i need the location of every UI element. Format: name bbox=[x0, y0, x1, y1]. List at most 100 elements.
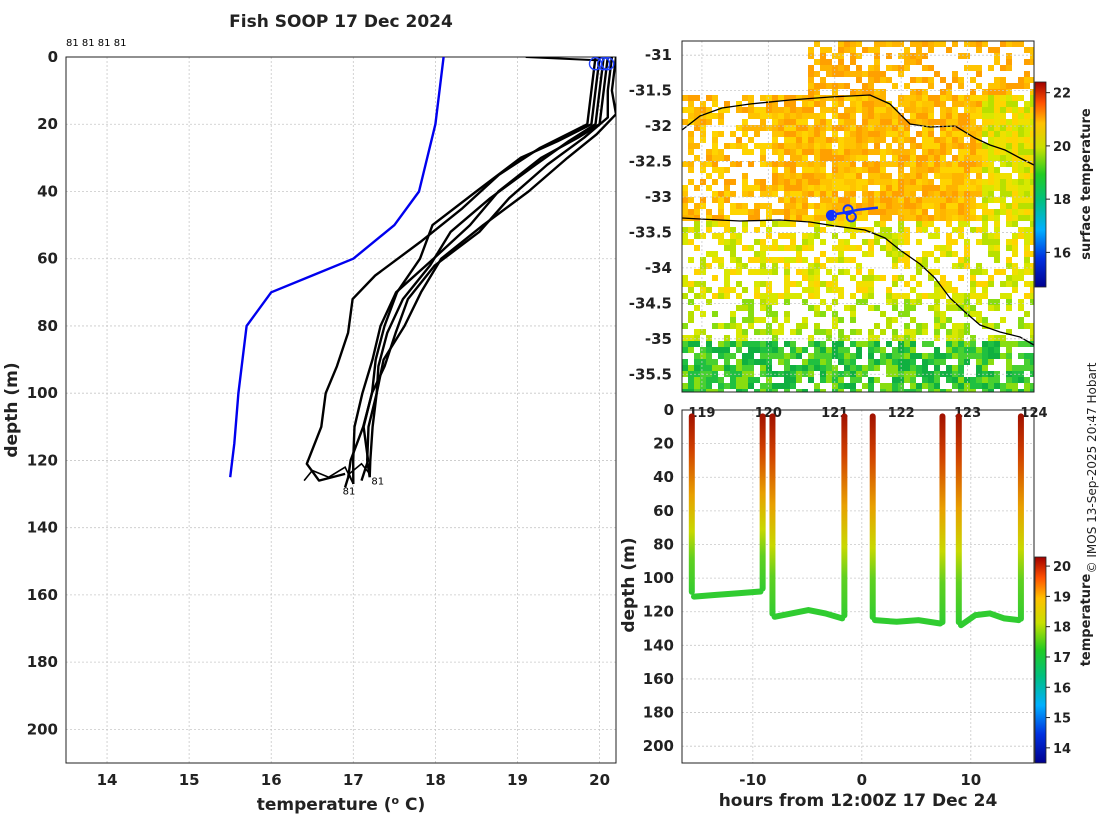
map-pixel bbox=[844, 95, 850, 101]
map-pixel bbox=[850, 305, 856, 311]
map-pixel bbox=[760, 359, 766, 365]
map-pixel bbox=[736, 161, 742, 167]
map-pixel bbox=[952, 353, 958, 359]
map-pixel bbox=[994, 269, 1000, 275]
map-pixel bbox=[760, 245, 766, 251]
map-pixel bbox=[814, 293, 820, 299]
map-pixel bbox=[994, 299, 1000, 305]
section-x-axis-label: hours from 12:00Z 17 Dec 24 bbox=[719, 791, 998, 811]
map-x-tick-label: 122 bbox=[888, 406, 915, 421]
map-pixel bbox=[886, 341, 892, 347]
map-pixel bbox=[844, 269, 850, 275]
map-pixel bbox=[886, 113, 892, 119]
map-pixel bbox=[1000, 155, 1006, 161]
map-pixel bbox=[910, 365, 916, 371]
map-pixel bbox=[748, 341, 754, 347]
map-pixel bbox=[802, 245, 808, 251]
map-pixel bbox=[682, 203, 688, 209]
map-pixel bbox=[934, 335, 940, 341]
map-pixel bbox=[976, 83, 982, 89]
map-pixel bbox=[802, 203, 808, 209]
map-pixel bbox=[736, 389, 742, 392]
map-pixel bbox=[1024, 155, 1030, 161]
map-pixel bbox=[682, 389, 688, 392]
map-pixel bbox=[892, 119, 898, 125]
map-pixel bbox=[808, 215, 814, 221]
map-pixel bbox=[1024, 59, 1030, 65]
map-pixel bbox=[916, 107, 922, 113]
map-pixel bbox=[820, 167, 826, 173]
map-pixel bbox=[1006, 125, 1012, 131]
map-pixel bbox=[730, 341, 736, 347]
map-pixel bbox=[772, 173, 778, 179]
map-pixel bbox=[904, 149, 910, 155]
map-pixel bbox=[946, 47, 952, 53]
map-pixel bbox=[868, 149, 874, 155]
map-pixel bbox=[1024, 71, 1030, 77]
map-pixel bbox=[904, 53, 910, 59]
map-axes-box bbox=[681, 40, 1035, 393]
map-pixel bbox=[682, 191, 688, 197]
map-pixel bbox=[1012, 143, 1018, 149]
map-pixel bbox=[994, 371, 1000, 377]
map-pixel bbox=[964, 323, 970, 329]
map-pixel bbox=[976, 311, 982, 317]
map-pixel bbox=[952, 125, 958, 131]
map-pixel bbox=[814, 125, 820, 131]
map-pixel bbox=[1012, 215, 1018, 221]
map-pixel bbox=[910, 77, 916, 83]
map-pixel bbox=[1000, 65, 1006, 71]
map-pixel bbox=[772, 335, 778, 341]
map-pixel bbox=[1000, 161, 1006, 167]
map-pixel bbox=[682, 347, 688, 353]
map-pixel bbox=[802, 131, 808, 137]
map-pixel bbox=[718, 215, 724, 221]
map-pixel bbox=[880, 191, 886, 197]
map-pixel bbox=[952, 119, 958, 125]
map-pixel bbox=[994, 143, 1000, 149]
map-pixel bbox=[970, 215, 976, 221]
map-pixel bbox=[1012, 149, 1018, 155]
map-pixel bbox=[868, 251, 874, 257]
map-pixel bbox=[826, 347, 832, 353]
map-pixel bbox=[700, 263, 706, 269]
map-pixel bbox=[946, 329, 952, 335]
map-pixel bbox=[934, 377, 940, 383]
map-pixel bbox=[940, 137, 946, 143]
map-pixel bbox=[934, 161, 940, 167]
map-pixel bbox=[1024, 149, 1030, 155]
map-pixel bbox=[874, 47, 880, 53]
map-pixel bbox=[976, 359, 982, 365]
map-pixel bbox=[952, 185, 958, 191]
map-pixel bbox=[922, 341, 928, 347]
map-pixel bbox=[874, 239, 880, 245]
map-pixel bbox=[802, 149, 808, 155]
map-pixel bbox=[760, 95, 766, 101]
map-pixel bbox=[832, 233, 838, 239]
map-pixel bbox=[886, 131, 892, 137]
map-pixel bbox=[694, 215, 700, 221]
map-pixel bbox=[964, 377, 970, 383]
map-pixel bbox=[964, 251, 970, 257]
map-pixel bbox=[820, 149, 826, 155]
map-pixel bbox=[1030, 281, 1034, 287]
map-pixel bbox=[712, 257, 718, 263]
map-pixel bbox=[958, 335, 964, 341]
map-pixel bbox=[970, 89, 976, 95]
map-pixel bbox=[736, 137, 742, 143]
map-pixel bbox=[880, 107, 886, 113]
map-pixel bbox=[838, 317, 844, 323]
map-pixel bbox=[934, 389, 940, 392]
map-pixel bbox=[976, 65, 982, 71]
map-pixel bbox=[688, 149, 694, 155]
map-pixel bbox=[790, 161, 796, 167]
map-pixel bbox=[688, 347, 694, 353]
map-pixel bbox=[682, 209, 688, 215]
map-pixel bbox=[820, 281, 826, 287]
map-pixel bbox=[820, 389, 826, 392]
map-pixel bbox=[922, 185, 928, 191]
map-pixel bbox=[928, 353, 934, 359]
map-pixel bbox=[694, 335, 700, 341]
map-pixel bbox=[892, 335, 898, 341]
map-pixel bbox=[994, 257, 1000, 263]
